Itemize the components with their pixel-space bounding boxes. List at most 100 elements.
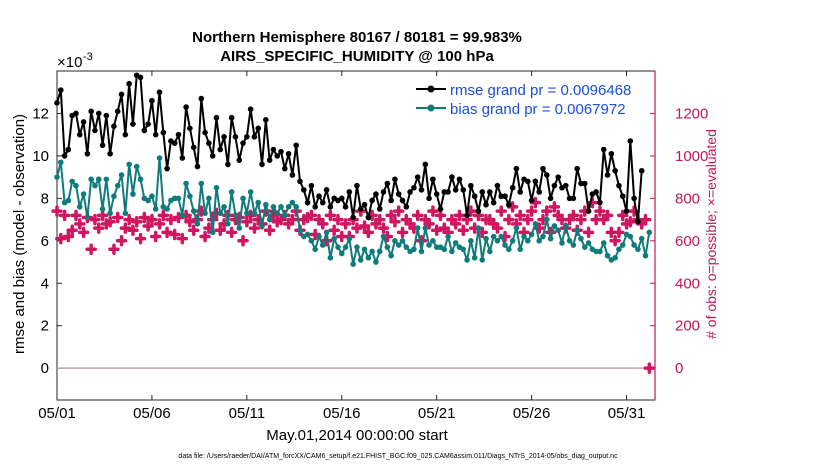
rmse-point: [635, 218, 641, 225]
obs-count-marker: [176, 232, 189, 245]
bias-point: [411, 246, 417, 253]
rmse-point: [244, 134, 250, 140]
series-layer: [51, 72, 656, 374]
bias-point: [399, 238, 406, 244]
rmse-point: [638, 167, 645, 174]
bias-point: [206, 195, 212, 202]
bias-point: [502, 242, 508, 248]
rmse-point: [209, 153, 216, 159]
bias-point: [240, 195, 246, 202]
rmse-point: [114, 108, 121, 115]
obs-count-marker: [522, 213, 534, 226]
rmse-point: [156, 89, 163, 96]
rmse-point: [616, 182, 622, 189]
bias-point: [69, 178, 75, 185]
obs-count-marker: [491, 222, 504, 234]
bias-point: [487, 248, 493, 255]
bias-point: [217, 210, 224, 217]
obs-count-marker: [77, 226, 90, 239]
bias-point: [338, 250, 345, 257]
rmse-point: [483, 201, 489, 208]
rmse-point: [99, 142, 106, 149]
obs-count-marker: [248, 222, 261, 234]
rmse-point: [388, 197, 394, 204]
rmse-point: [175, 131, 182, 138]
bias-point: [506, 246, 512, 253]
bias-point: [395, 242, 402, 248]
obs-count-marker: [58, 209, 71, 222]
rmse-point: [403, 204, 410, 210]
bias-point: [604, 252, 611, 259]
bias-point: [357, 257, 364, 263]
y2-tick-label: 400: [675, 275, 700, 292]
bias-point: [441, 246, 448, 253]
rmse-point: [525, 178, 531, 185]
obs-count-marker: [96, 209, 109, 222]
bias-point: [175, 195, 182, 202]
bias-point: [304, 231, 311, 238]
bias-point: [331, 235, 337, 242]
obs-count-marker: [115, 235, 128, 247]
bias-point: [57, 159, 64, 166]
rmse-point: [479, 189, 486, 195]
bias-point: [559, 240, 565, 246]
bias-point: [361, 246, 368, 253]
bias-point: [76, 204, 83, 210]
x-axis: 05/01 05/06 05/11 05/16 05/21 05/26 05/31: [38, 71, 645, 422]
rmse-point: [445, 189, 451, 195]
rmse-point: [308, 182, 315, 189]
bias-point: [479, 257, 486, 263]
rmse-point: [600, 146, 607, 153]
rmse-point: [456, 176, 463, 183]
obs-count-marker: [423, 218, 435, 230]
obs-count-marker: [184, 215, 196, 228]
rmse-point: [202, 129, 208, 136]
y2-axis-label: # of obs: o=possible; ×=evaluated: [703, 129, 719, 339]
bias-point: [471, 254, 478, 261]
rmse-point: [282, 165, 288, 172]
rmse-point: [323, 187, 330, 193]
rmse-point: [407, 189, 413, 195]
legend-label-bias: bias grand pr = 0.0067972: [450, 101, 626, 118]
bias-point: [133, 163, 140, 170]
rmse-point: [608, 150, 615, 157]
rmse-point: [468, 182, 474, 189]
obs-count-marker: [396, 226, 409, 239]
obs-count-marker: [449, 218, 462, 230]
obs-count-marker: [111, 211, 124, 224]
bias-point: [562, 223, 569, 229]
rmse-point: [585, 208, 592, 214]
rmse-point: [65, 146, 72, 153]
bias-point: [232, 212, 239, 219]
rmse-point: [61, 153, 68, 159]
bias-point: [619, 242, 626, 248]
bias-point: [293, 204, 300, 210]
rmse-point: [513, 165, 520, 172]
rmse-point: [130, 121, 136, 127]
y-axis-right: 0 200 400 600 800 1000 1200: [650, 71, 708, 400]
obs-count-marker: [434, 209, 447, 222]
obs-count-marker: [624, 215, 637, 228]
bias-point: [137, 176, 144, 183]
rmse-point: [327, 204, 334, 210]
rmse-point: [164, 165, 170, 172]
bias-point: [521, 233, 527, 240]
bias-point: [221, 204, 227, 210]
rmse-point: [300, 187, 307, 193]
rmse-point: [221, 134, 227, 140]
rmse-point: [532, 178, 539, 185]
bias-point: [555, 227, 561, 233]
rmse-point: [160, 129, 167, 136]
y-tick-label: 6: [41, 233, 49, 250]
obs-count-marker: [332, 213, 344, 226]
rmse-point: [570, 195, 577, 202]
bias-point: [255, 199, 262, 206]
obs-count-marker: [373, 213, 386, 226]
obs-count-marker: [142, 220, 154, 232]
obs-count-marker: [495, 205, 507, 217]
obs-count-marker: [643, 362, 656, 374]
rmse-point: [430, 176, 436, 183]
rmse-point: [597, 199, 603, 206]
bias-point: [490, 233, 497, 240]
rmse-point: [604, 172, 611, 178]
